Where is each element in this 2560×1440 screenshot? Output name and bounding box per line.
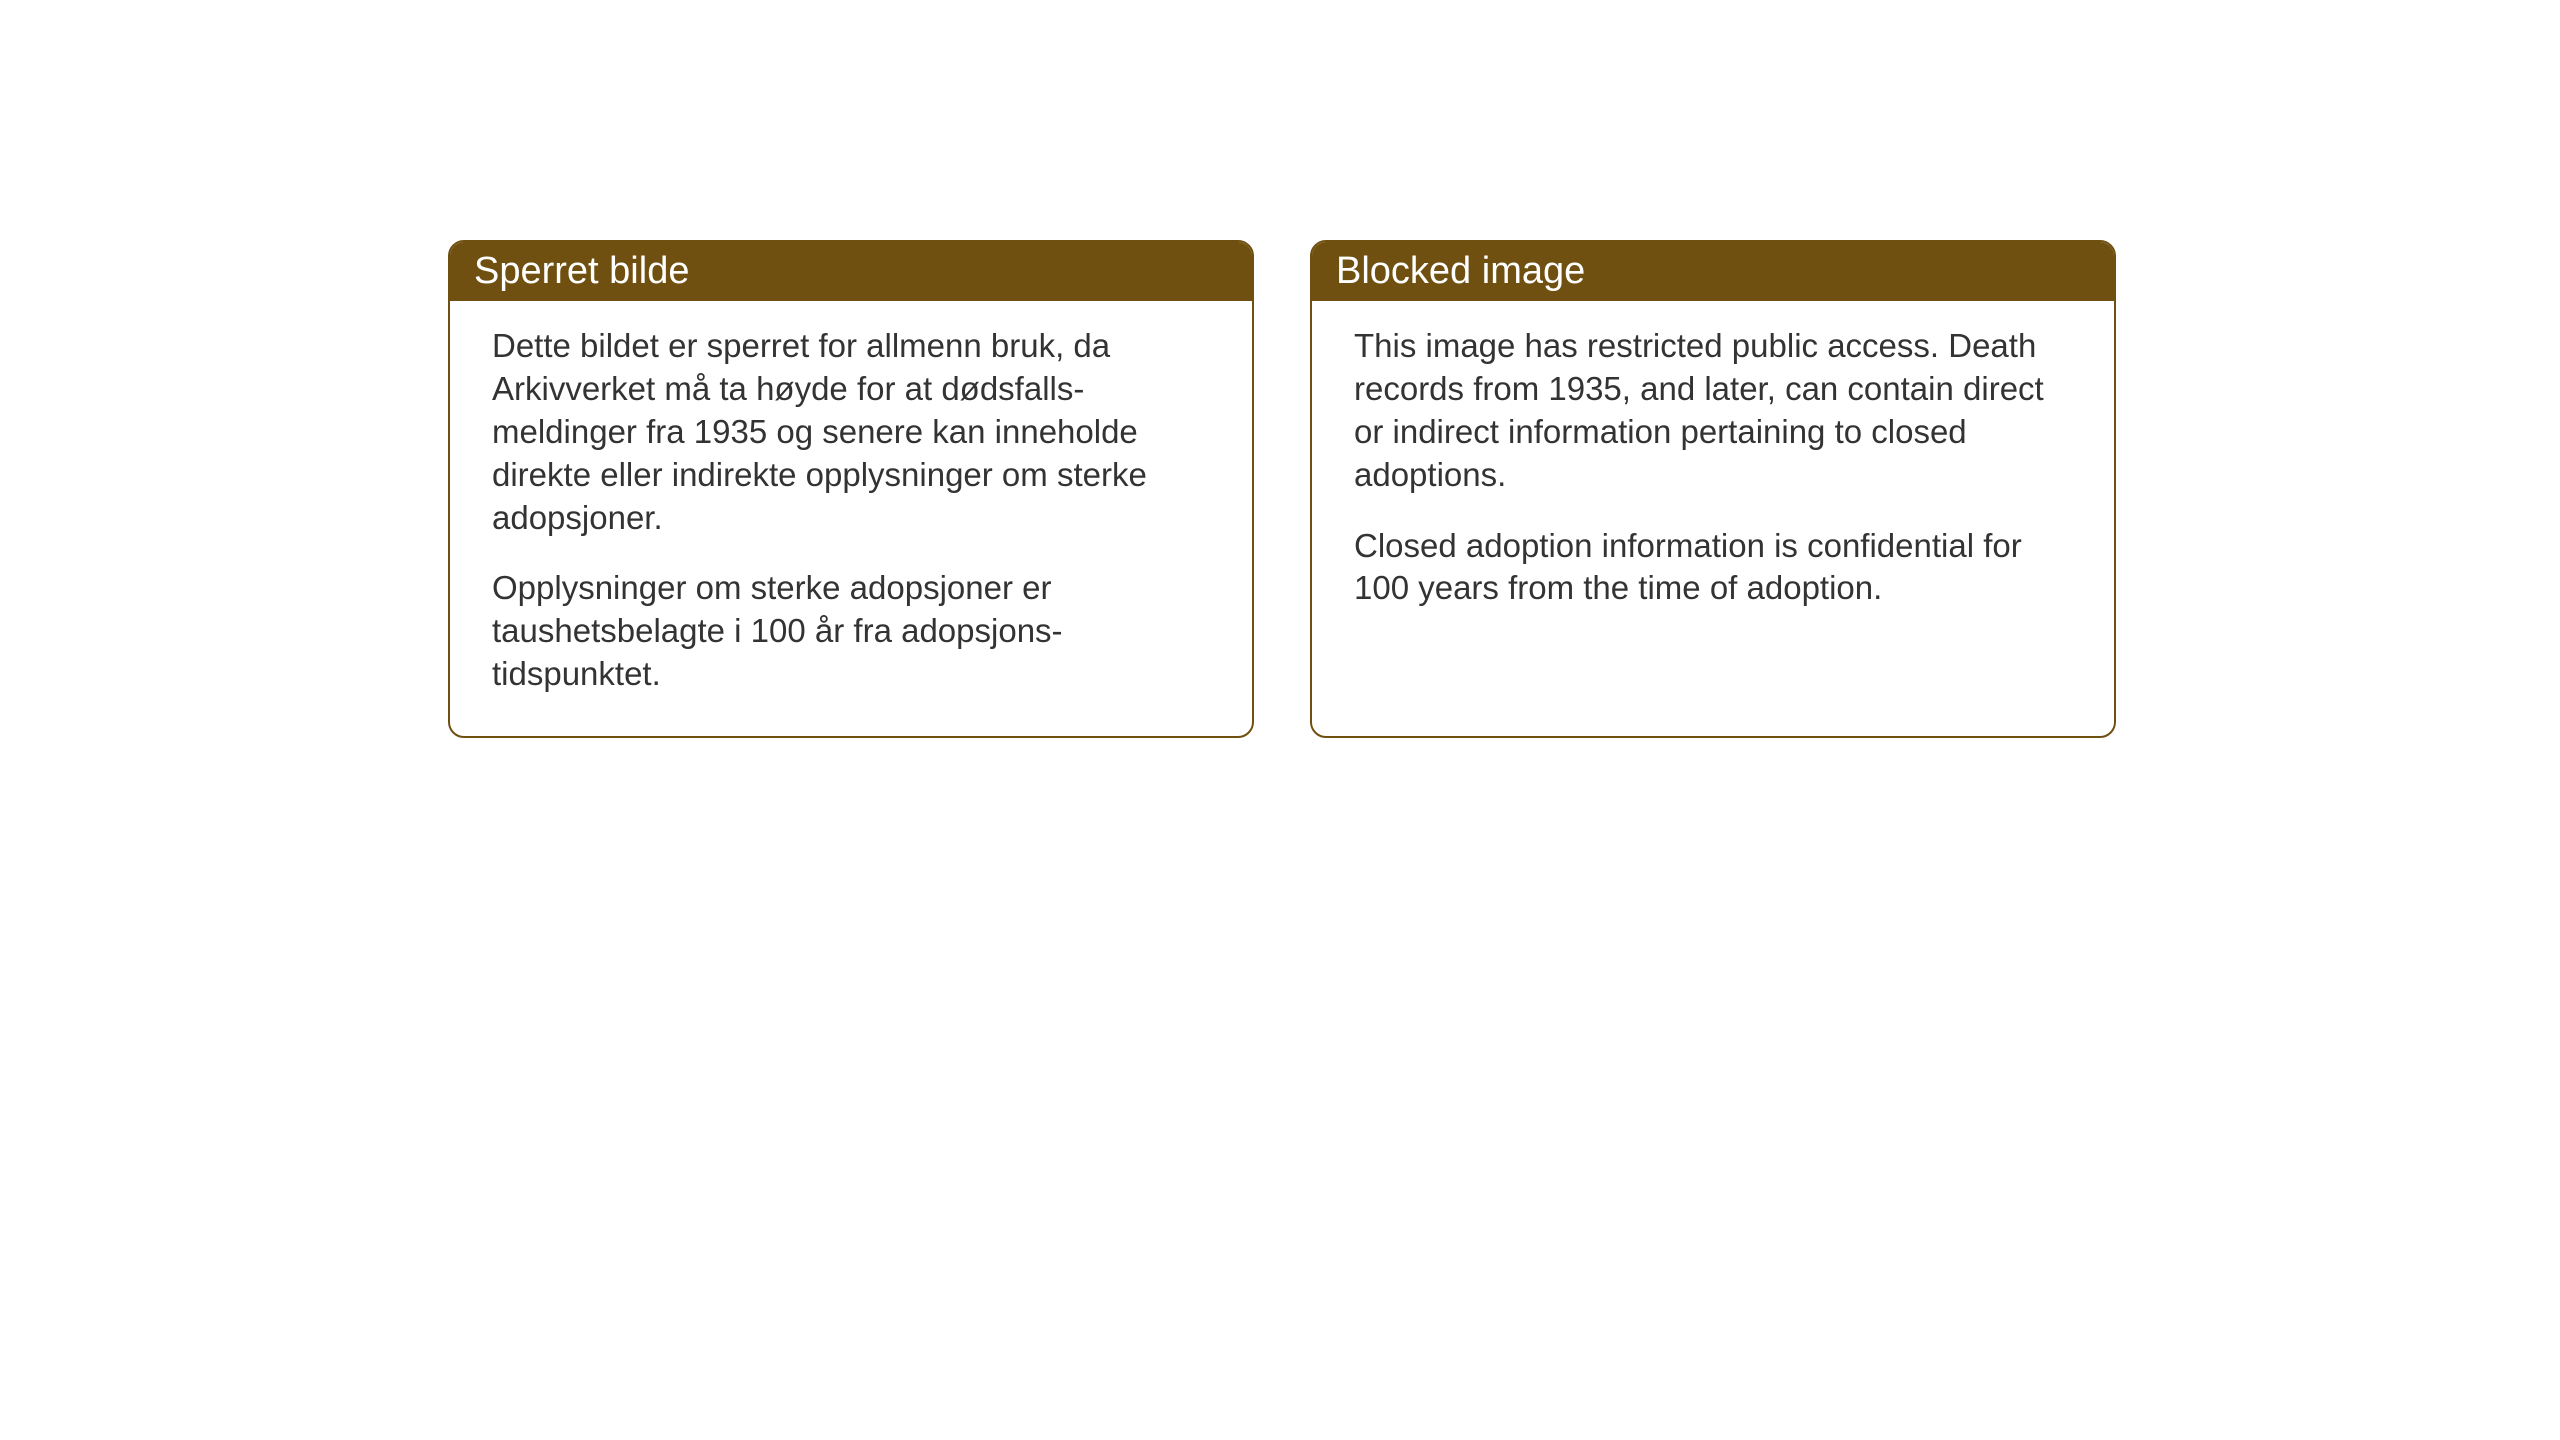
english-paragraph-1: This image has restricted public access.… — [1354, 325, 2072, 497]
norwegian-card-title: Sperret bilde — [474, 250, 689, 292]
english-card-body: This image has restricted public access.… — [1312, 301, 2114, 650]
cards-container: Sperret bilde Dette bildet er sperret fo… — [0, 0, 2560, 738]
norwegian-card: Sperret bilde Dette bildet er sperret fo… — [448, 240, 1254, 738]
norwegian-card-header: Sperret bilde — [450, 242, 1252, 301]
english-card-header: Blocked image — [1312, 242, 2114, 301]
english-card-title: Blocked image — [1336, 250, 1585, 292]
norwegian-paragraph-2: Opplysninger om sterke adopsjoner er tau… — [492, 567, 1210, 696]
norwegian-card-body: Dette bildet er sperret for allmenn bruk… — [450, 301, 1252, 736]
english-card: Blocked image This image has restricted … — [1310, 240, 2116, 738]
norwegian-paragraph-1: Dette bildet er sperret for allmenn bruk… — [492, 325, 1210, 539]
english-paragraph-2: Closed adoption information is confident… — [1354, 525, 2072, 611]
